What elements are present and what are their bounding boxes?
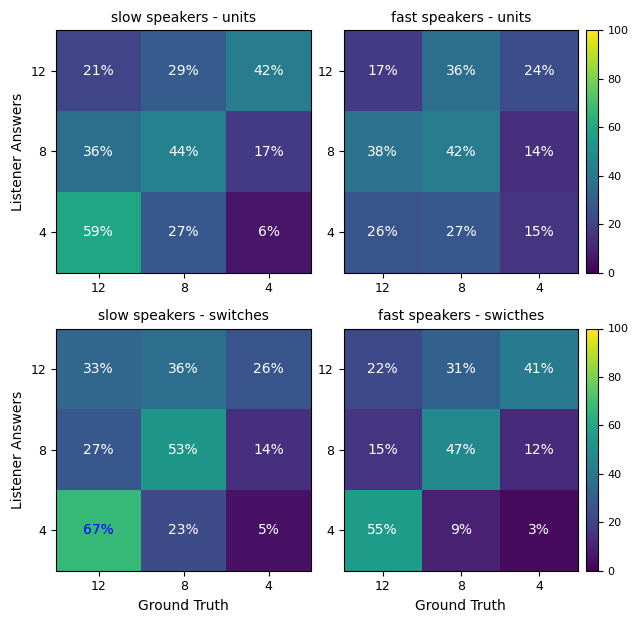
X-axis label: Ground Truth: Ground Truth [138,599,229,613]
Title: fast speakers - units: fast speakers - units [390,11,531,25]
Text: 42%: 42% [445,145,476,158]
Text: 31%: 31% [445,362,476,376]
X-axis label: Ground Truth: Ground Truth [415,599,506,613]
Text: 17%: 17% [253,145,284,158]
Text: 53%: 53% [168,442,199,457]
Text: 21%: 21% [83,64,114,78]
Text: 15%: 15% [367,442,398,457]
Text: 27%: 27% [83,442,114,457]
Text: 6%: 6% [258,225,280,239]
Text: 44%: 44% [168,145,199,158]
Text: 24%: 24% [524,64,554,78]
Title: slow speakers - switches: slow speakers - switches [98,309,269,323]
Text: 55%: 55% [367,524,398,537]
Text: 5%: 5% [258,524,280,537]
Text: 33%: 33% [83,362,114,376]
Y-axis label: Listener Answers: Listener Answers [11,391,25,509]
Text: 26%: 26% [253,362,284,376]
Text: 15%: 15% [524,225,554,239]
Text: 29%: 29% [168,64,199,78]
Y-axis label: Listener Answers: Listener Answers [11,92,25,211]
Text: 38%: 38% [367,145,398,158]
Text: 14%: 14% [524,145,554,158]
Text: 3%: 3% [528,524,550,537]
Text: 12%: 12% [524,442,554,457]
Text: 27%: 27% [445,225,476,239]
Text: 17%: 17% [367,64,398,78]
Text: 42%: 42% [253,64,284,78]
Text: 36%: 36% [83,145,114,158]
Text: 27%: 27% [168,225,199,239]
Title: slow speakers - units: slow speakers - units [111,11,256,25]
Text: 23%: 23% [168,524,199,537]
Text: 36%: 36% [168,362,199,376]
Text: 41%: 41% [524,362,554,376]
Text: 26%: 26% [367,225,398,239]
Text: 59%: 59% [83,225,114,239]
Text: 47%: 47% [445,442,476,457]
Text: 14%: 14% [253,442,284,457]
Text: 9%: 9% [450,524,472,537]
Text: 67%: 67% [83,524,114,537]
Title: fast speakers - swicthes: fast speakers - swicthes [378,309,544,323]
Text: 36%: 36% [445,64,476,78]
Text: 22%: 22% [367,362,398,376]
